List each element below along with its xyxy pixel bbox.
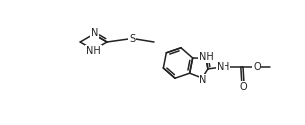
Text: S: S	[129, 34, 135, 44]
Text: O: O	[253, 62, 261, 72]
Text: N: N	[217, 62, 224, 72]
Text: H: H	[222, 62, 230, 72]
Text: N: N	[91, 28, 98, 38]
Text: NH: NH	[199, 52, 214, 62]
Text: NH: NH	[86, 46, 101, 56]
Text: N: N	[199, 75, 207, 85]
Text: O: O	[239, 82, 247, 92]
